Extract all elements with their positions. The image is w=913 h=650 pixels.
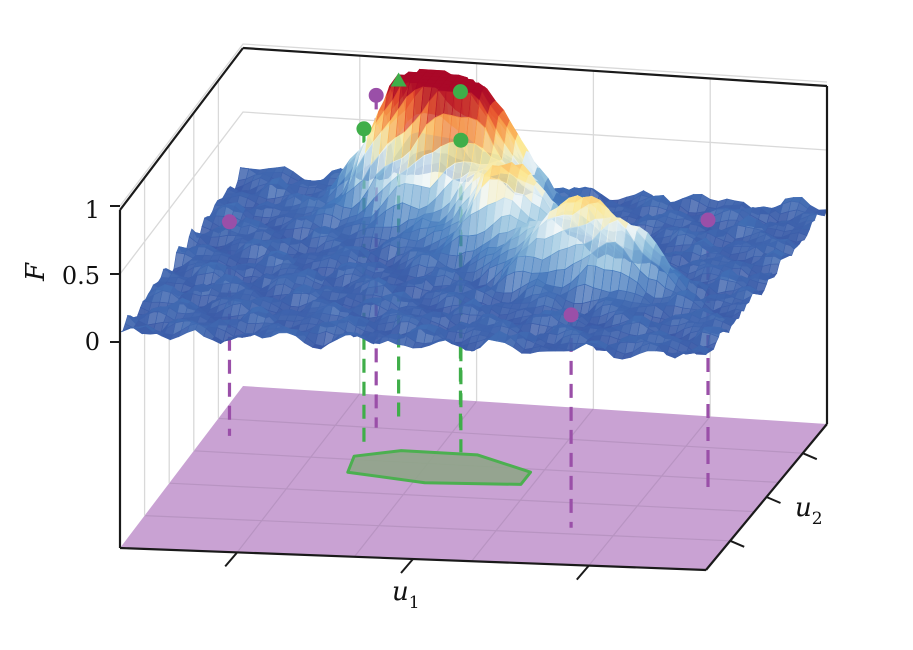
purple-marker [700,212,716,228]
x-axis-label-sub: 1 [409,593,420,613]
x-axis-label-main: u [392,577,409,607]
z-tick-label-05: 0.5 [62,262,100,290]
x-tick-mark [576,564,590,581]
floor-plane-group [120,386,827,570]
floor-grid-line [588,416,711,566]
floor-grid-line [236,393,361,553]
floor-grid-line [144,515,731,542]
surface-facet [697,345,709,356]
feasible-region [346,449,533,486]
y-axis-label-main: u [795,493,812,523]
y-tick-mark [766,496,781,504]
axes-frame-group [110,46,829,581]
green-marker [356,121,372,137]
surface-mesh-group [119,68,828,360]
purple-marker [368,87,384,103]
y-tick-mark [802,452,818,461]
x-tick-mark [224,551,238,568]
x-axis-label: u1 [392,577,420,613]
z-tick-label-0: 0 [85,328,100,356]
purple-marker [221,214,237,230]
z-grid-line [119,111,828,275]
green-marker [452,84,468,100]
z-axis-label: F [21,262,51,282]
green-marker [453,132,469,148]
y-tick-mark [729,539,745,548]
markers-group [221,72,716,323]
x-tick-mark [400,558,414,574]
z-tick-label-1: 1 [85,196,100,224]
floor-grid-line [218,417,803,454]
floor-grid-line [169,482,755,513]
floor-grid-line [471,408,594,562]
z-grid-line [119,43,828,207]
axis-frame-line [242,46,828,88]
purple-marker [563,307,579,323]
green-marker [390,72,407,87]
y-axis-label-sub: 2 [812,509,823,529]
y-axis-label: u2 [795,493,823,529]
axis-frame-line [119,47,244,211]
